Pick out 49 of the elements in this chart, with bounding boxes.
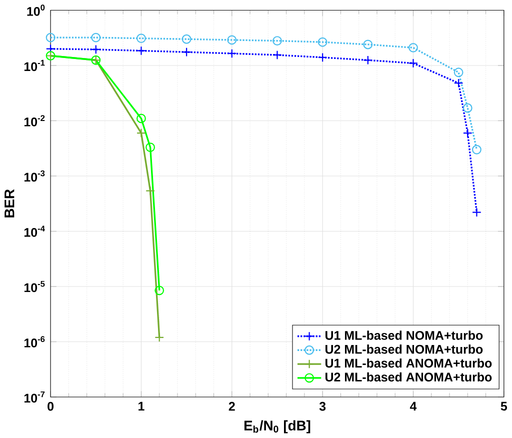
point [408,58,418,68]
point [46,32,56,42]
point [462,103,472,113]
legend-label: U1 ML-based NOMA+turbo [325,330,483,340]
point [136,34,146,44]
x-tick-label: 4 [410,402,417,411]
point [454,78,464,88]
y-tick-label: 10$^{0}$ [27,4,45,16]
point [472,145,482,154]
point [363,56,373,65]
x-tick-label: 5 [500,402,508,411]
x-tick-label: 2 [228,402,235,411]
y-tick-label: 10$^{-5}$ [24,281,45,292]
x-tick-label: 0 [48,402,54,411]
point [154,286,164,296]
point [136,114,146,124]
legend-label: U1 ML-based ANOMA+turbo [325,358,492,368]
point [91,44,101,54]
point [272,50,282,60]
point [136,128,146,138]
y-tick-label: 10$^{-3}$ [24,170,45,182]
legend-label: U2 ML-based ANOMA+turbo [325,372,492,382]
point [408,43,418,52]
point [318,52,328,62]
point [272,36,282,46]
y-tick-label: 10$^{-6}$ [24,336,45,348]
point [154,332,164,342]
point [462,128,472,138]
y-tick-label: 10$^{-1}$ [24,60,45,72]
point [146,186,156,196]
point [91,32,101,42]
legend-label: U2 ML-based NOMA+turbo [325,344,483,354]
point [454,68,464,78]
y-tick-label: 10$^{-2}$ [24,115,45,126]
point [46,44,56,54]
x-tick-label: 3 [319,402,326,411]
point [227,35,237,45]
point [136,46,146,56]
point [182,47,192,57]
y-tick-label: 10$^{-7}$ [24,392,45,403]
point [363,40,373,50]
y-tick-label: 10$^{-4}$ [24,226,45,237]
x-axis-title: E$_{b}$/N$_{0}$ [dB] [244,420,310,434]
point [472,208,482,218]
point [146,142,156,152]
y-axis-title: BER [4,189,14,218]
x-tick-label: 1 [138,402,144,411]
point [182,34,192,44]
point [318,37,328,47]
